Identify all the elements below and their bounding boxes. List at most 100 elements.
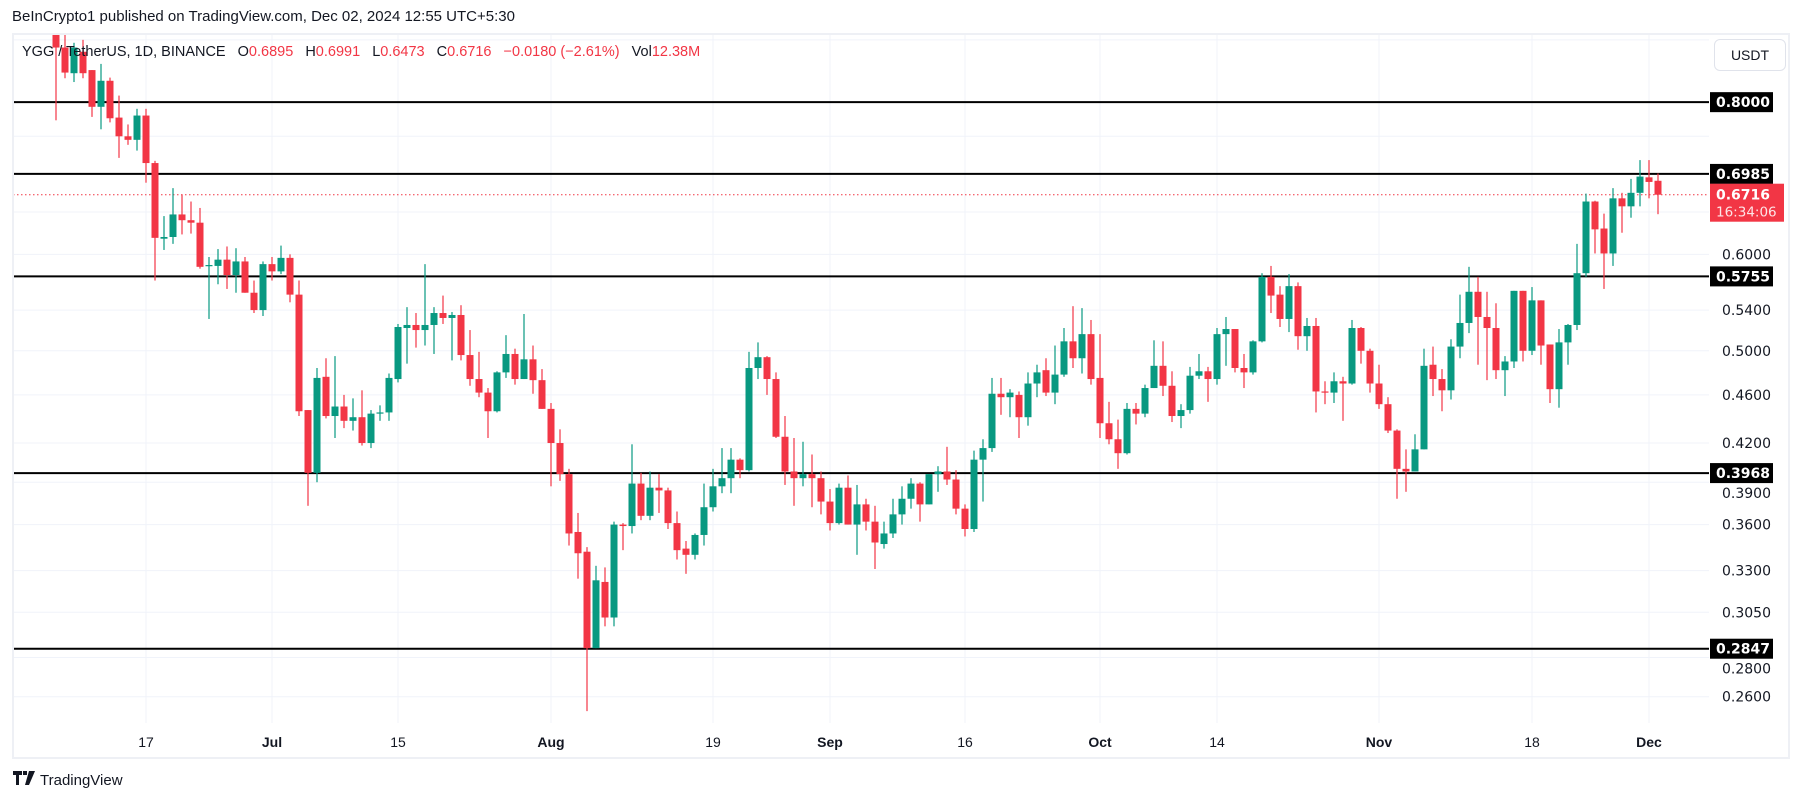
candle-body (151, 163, 159, 238)
candle-body (1483, 316, 1491, 329)
candle-down (250, 280, 258, 314)
candle-body (1159, 365, 1167, 386)
candle-body (1042, 370, 1050, 393)
candle-body (1519, 290, 1527, 351)
currency-button[interactable]: USDT (1714, 39, 1786, 71)
candle-down (268, 256, 276, 281)
candle-body (619, 524, 627, 527)
candle-body (304, 410, 312, 473)
candle-up (1330, 372, 1338, 404)
candle-up (97, 63, 105, 130)
candle-up (367, 410, 375, 449)
candle-down (961, 504, 969, 537)
candle-down (781, 416, 789, 485)
candle-body (1321, 391, 1329, 393)
candle-down (1240, 353, 1248, 389)
candle-up (1213, 328, 1221, 385)
candle-body (115, 117, 123, 137)
tradingview-logo-icon (13, 771, 35, 789)
candle-body (520, 359, 528, 380)
symbol-title[interactable]: YGG / TetherUS, 1D, BINANCE (22, 44, 226, 60)
candle-up (1501, 356, 1509, 397)
candle-up (610, 521, 618, 627)
y-tick-label: 0.3900 (1722, 486, 1771, 502)
candle-body (745, 367, 753, 471)
candle-down (637, 472, 645, 521)
candle-body (394, 326, 402, 380)
candle-down (1231, 329, 1239, 373)
level-price-label: 0.2847 (1716, 642, 1770, 658)
y-tick-label: 0.2600 (1722, 690, 1771, 706)
candle-body (1285, 286, 1293, 319)
candle-down (601, 567, 609, 627)
price-axis[interactable]: 0.6000 0.5400 0.5000 0.4600 0.4200 0.3900 0.36… (1710, 92, 1784, 706)
candle-up (1582, 193, 1590, 277)
candle-down (322, 358, 330, 419)
tradingview-footer[interactable]: TradingView (13, 771, 123, 789)
candle-body (700, 507, 708, 535)
last-price-label: 0.6716 (1716, 188, 1770, 204)
candle-down (241, 256, 249, 293)
level-price-badge (1710, 463, 1773, 484)
level-price-label: 0.6985 (1716, 167, 1770, 183)
candle-down (223, 246, 231, 289)
candle-body (1078, 334, 1086, 359)
candle-down (178, 194, 186, 235)
candle-body (808, 474, 816, 479)
candle-body (1141, 388, 1149, 414)
candle-down (1132, 403, 1140, 425)
candle-body (1501, 361, 1509, 371)
candle-down (1402, 449, 1410, 492)
candle-body (196, 222, 204, 267)
candle-up (376, 405, 384, 421)
candle-down (808, 454, 816, 508)
candle-up (727, 448, 735, 494)
candle-body (1087, 334, 1095, 380)
candle-body (511, 353, 519, 380)
candle-up (520, 314, 528, 380)
candle-body (1051, 374, 1059, 393)
candle-body (1276, 294, 1284, 319)
candle-body (1105, 423, 1113, 440)
candle-up (799, 441, 807, 487)
candle-body (988, 393, 996, 449)
candle-body (466, 355, 474, 380)
candle-down (1276, 286, 1284, 327)
candle-up (493, 371, 501, 413)
candle-up (1195, 353, 1203, 380)
candle-body (1564, 324, 1572, 343)
candle-body (898, 498, 906, 515)
candle-up (1555, 329, 1563, 408)
candle-down (943, 446, 951, 485)
candle-up (1348, 319, 1356, 385)
candle-down (1537, 300, 1545, 365)
candle-body (1429, 364, 1437, 380)
candle-down (655, 474, 663, 513)
candle-body (1528, 300, 1536, 351)
level-price-badge (1710, 92, 1773, 113)
candle-down (844, 475, 852, 525)
candle-body (1357, 328, 1365, 351)
candle-up (889, 498, 897, 538)
candle-body (475, 379, 483, 393)
low-value: 0.6473 (380, 44, 425, 60)
candle-down (763, 356, 771, 395)
time-axis[interactable]: 17 Jul 15 Aug 19 Sep 16 Oct 14 Nov 18 Dec (138, 734, 1662, 750)
candle-body (1600, 228, 1608, 254)
candle-up (745, 351, 753, 472)
candle-up (1051, 345, 1059, 405)
candle-body (1510, 290, 1518, 362)
candle-up (1420, 348, 1428, 450)
candle-up (835, 483, 843, 525)
candle-body (691, 534, 699, 555)
candle-down (457, 305, 465, 361)
candle-down (1654, 173, 1662, 215)
candle-down (817, 471, 825, 515)
candle-body (565, 474, 573, 534)
candle-body (835, 487, 843, 524)
x-tick-label: Oct (1088, 734, 1112, 750)
candle-body (1240, 367, 1248, 373)
candle-body (1069, 341, 1077, 359)
candle-body (403, 324, 411, 329)
